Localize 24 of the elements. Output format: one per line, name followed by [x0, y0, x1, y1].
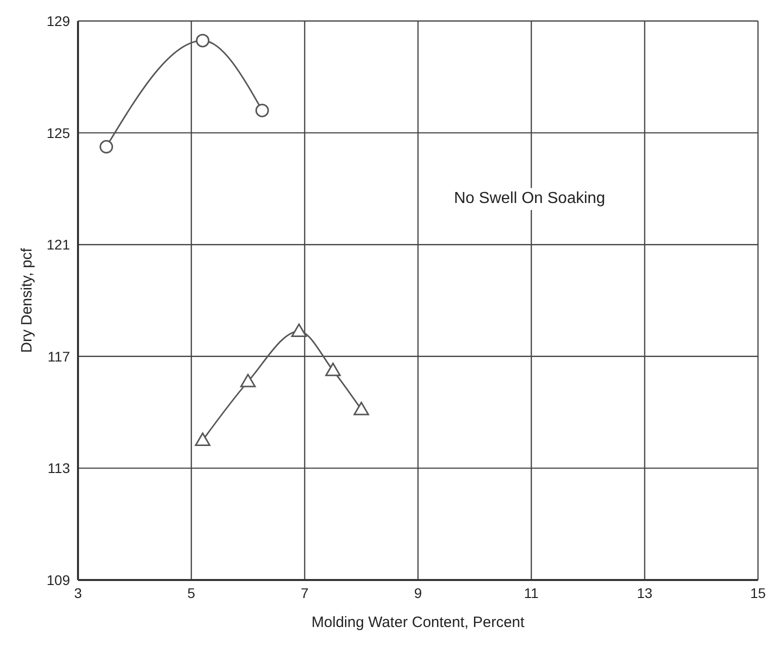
y-tick-label: 117 [48, 348, 70, 364]
annotation: No Swell On Soaking [450, 188, 610, 210]
x-tick-label: 7 [300, 584, 309, 601]
x-axis-title: Molding Water Content, Percent [312, 614, 526, 631]
x-tick-label: 13 [636, 584, 653, 601]
y-tick-label: 125 [46, 124, 70, 141]
x-tick-label: 9 [414, 584, 422, 601]
y-tick-label: 109 [46, 572, 70, 588]
point [240, 374, 256, 388]
x-tick-label: 11 [524, 584, 539, 601]
point [100, 140, 114, 154]
x-tick-label: 15 [750, 584, 766, 601]
x-tick-label: 5 [187, 584, 196, 601]
y-axis-title: Dry Density, pcf [18, 247, 36, 353]
point [325, 362, 341, 376]
y-tick-label: 121 [46, 236, 70, 253]
x-tick-label: 3 [74, 584, 82, 601]
point [291, 323, 307, 337]
point [255, 104, 269, 118]
y-tick-label: 113 [48, 460, 70, 476]
point [354, 402, 370, 416]
y-tick-label: 129 [46, 12, 70, 29]
point [194, 432, 210, 446]
point [196, 34, 210, 48]
